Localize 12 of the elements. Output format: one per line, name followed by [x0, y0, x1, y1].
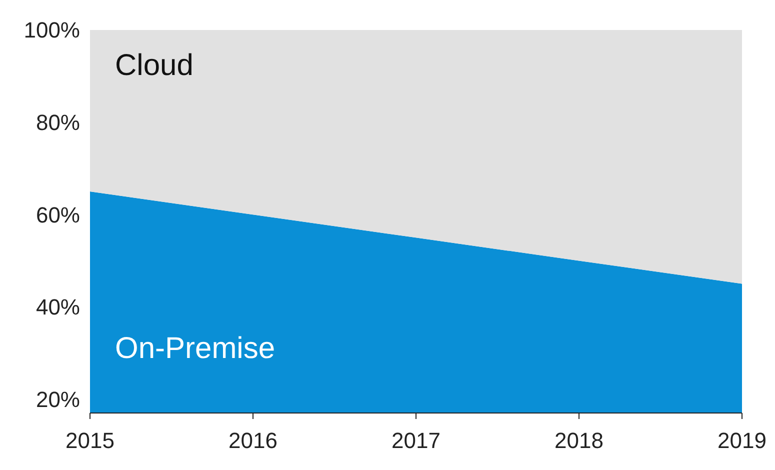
x-tick-label: 2019 — [718, 428, 766, 453]
x-tick-label: 2018 — [554, 428, 604, 453]
y-tick-label: 20% — [36, 386, 80, 412]
x-tick-label: 2016 — [228, 428, 278, 453]
y-tick-label: 100% — [24, 18, 80, 43]
series-label: Cloud — [115, 49, 194, 82]
y-tick-label: 60% — [36, 202, 80, 228]
x-tick-label: 2017 — [392, 428, 440, 453]
series-label: On-Premise — [115, 332, 276, 365]
x-tick-label: 2015 — [66, 428, 114, 453]
y-tick-label: 40% — [36, 294, 80, 320]
y-tick-label: 80% — [36, 110, 80, 135]
